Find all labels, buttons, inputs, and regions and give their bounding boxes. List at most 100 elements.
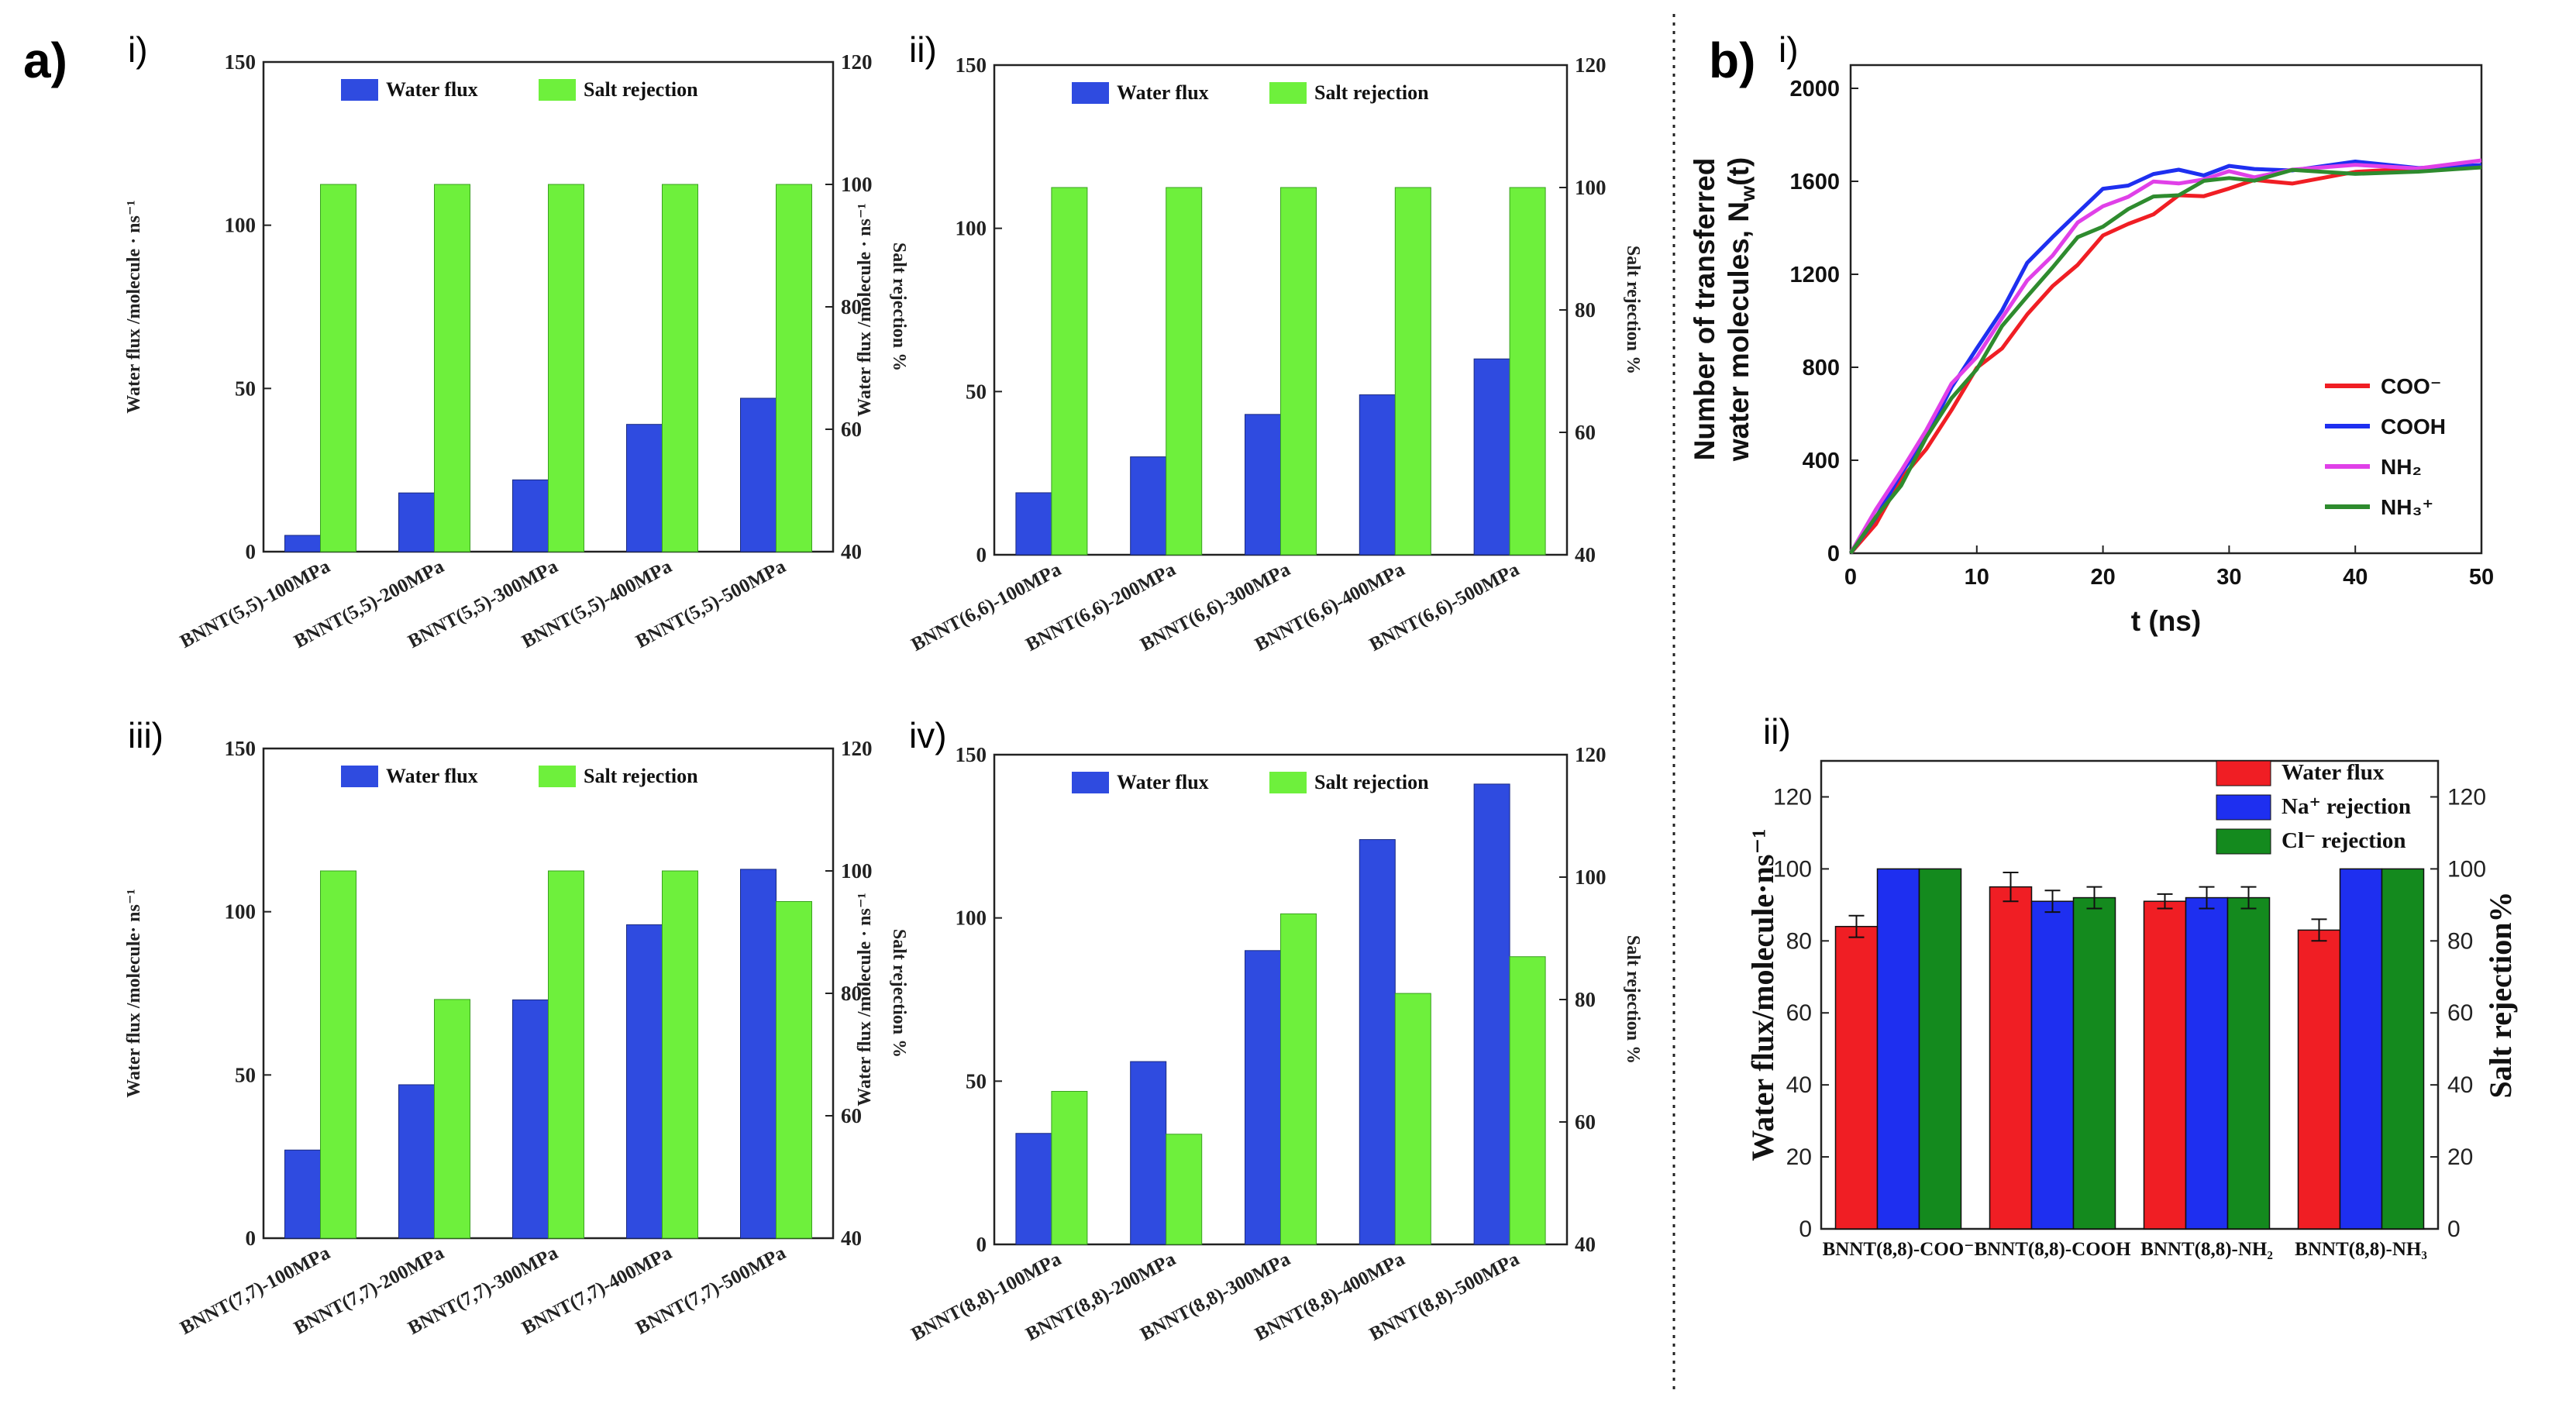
y2-tick-label: 80 (841, 295, 862, 318)
chart-a-iii: iii)BNNT(7,7)-100MPaBNNT(7,7)-200MPaBNNT… (124, 715, 909, 1339)
bar-salt-rejection (1166, 187, 1203, 556)
legend-label-water-flux: Water flux (1117, 81, 1209, 104)
y-tick-label: 120 (1773, 784, 1812, 810)
legend-swatch-salt-rejection (1269, 82, 1307, 104)
y-tick-label: 150 (225, 50, 257, 74)
plot-frame (1849, 64, 2483, 555)
y2-tick-label: 60 (1575, 421, 1596, 444)
y2-tick-label: 0 (2447, 1216, 2461, 1242)
line-series-2 (1848, 158, 2482, 555)
x-tick-label: 50 (2469, 565, 2494, 590)
bar-water-flux (740, 397, 777, 552)
x-tick-label: 40 (2343, 565, 2368, 590)
y-tick-label: 50 (235, 1063, 256, 1086)
bar-water-flux (1130, 1061, 1167, 1245)
bar-salt-rejection (776, 901, 812, 1239)
sublabel: ii) (909, 29, 937, 70)
y-tick-label: 150 (956, 743, 987, 766)
y-tick-label: 150 (225, 737, 257, 760)
legend-swatch-0 (2216, 760, 2271, 786)
bar-salt-rejection (1280, 913, 1317, 1245)
y2-tick-label: 120 (1575, 743, 1607, 766)
y-axis-label: Water flux /molecule · ns⁻¹ (855, 203, 875, 416)
y-axis-label: Water flux /molecule · ns⁻¹ (124, 200, 144, 413)
chart-a-i: i)BNNT(5,5)-100MPaBNNT(5,5)-200MPaBNNT(5… (124, 29, 909, 652)
legend-label-1: Na⁺ rejection (2282, 794, 2411, 819)
y-tick-label: 60 (1786, 1000, 1812, 1026)
bar-salt-rejection (1166, 1134, 1203, 1245)
line-series-3 (1848, 165, 2482, 555)
bar-water-flux (626, 424, 663, 552)
legend-swatch-water-flux (1072, 82, 1109, 104)
charts-layer: i)BNNT(5,5)-100MPaBNNT(5,5)-200MPaBNNT(5… (124, 29, 2518, 1345)
y-tick-label: 2000 (1789, 77, 1840, 102)
bar-water-flux (398, 1084, 435, 1239)
y-tick-label: 50 (966, 1069, 987, 1093)
y2-axis-label: Salt rejection % (1623, 935, 1643, 1064)
chart-b-ii: ii) BNNT(8,8)-COO⁻ BNNT(8,8)-COOH BNNT(8,8)… (1745, 711, 2518, 1260)
y2-tick-label: 100 (2447, 856, 2486, 882)
legend-label-water-flux: Water flux (386, 78, 478, 101)
y2-tick-label: 40 (1575, 1233, 1596, 1256)
bar-salt-rejection (1509, 956, 1546, 1245)
y2-tick-label: 80 (841, 982, 862, 1005)
y2-tick-label: 120 (841, 50, 873, 74)
sublabel: i) (128, 29, 148, 70)
bar-salt-rejection (320, 870, 356, 1239)
plot-frame (1820, 759, 2440, 1230)
bar-salt-rejection (776, 184, 812, 552)
y2-tick-label: 100 (841, 173, 873, 196)
y-tick-label: 100 (956, 217, 987, 240)
chart-a-iv: iv)BNNT(8,8)-100MPaBNNT(8,8)-200MPaBNNT(… (855, 715, 1643, 1345)
x-axis-label: t (ns) (2131, 605, 2201, 637)
y2-axis-label: Salt rejection% (2483, 892, 2518, 1099)
legend-label-salt-rejection: Salt rejection (584, 78, 698, 101)
sublabel: iv) (909, 715, 947, 755)
y-tick-label: 0 (246, 540, 257, 563)
legend-swatch-salt-rejection (539, 79, 576, 101)
y-axis-label-line1: Number of transferred (1689, 158, 1720, 461)
bar-na-rejection (2030, 900, 2075, 1230)
y-tick-label: 0 (976, 543, 987, 566)
bar-salt-rejection (548, 184, 584, 552)
bar-salt-rejection (320, 184, 356, 552)
category-label: BNNT(8,8)-COO⁻ (1823, 1239, 1975, 1260)
y-tick-label: 100 (225, 900, 257, 924)
y-tick-label: 800 (1803, 356, 1840, 380)
panel-b-label: b) (1709, 33, 1755, 88)
panel-a-label: a) (23, 33, 67, 88)
legend-label-3: NH₃⁺ (2381, 495, 2433, 519)
bar-cl-rejection (2381, 868, 2425, 1230)
y-axis-label-line2: water molecules, Nw(t) (1723, 157, 1759, 462)
y-axis-label: Water flux /molecule · ns⁻¹ (855, 893, 875, 1106)
bar-water-flux (512, 479, 549, 552)
bar-na-rejection (2185, 896, 2229, 1230)
legend-swatch-2 (2216, 828, 2271, 855)
bar-salt-rejection (1051, 1091, 1088, 1245)
y2-axis-label: Salt rejection % (889, 243, 909, 371)
bar-cl-rejection (1918, 868, 1962, 1230)
y2-tick-label: 60 (841, 1104, 862, 1127)
bar-salt-rejection (1394, 187, 1431, 556)
legend-swatch-salt-rejection (1269, 772, 1307, 793)
bar-salt-rejection (1394, 993, 1431, 1245)
y-tick-label: 0 (976, 1233, 987, 1256)
y-tick-label: 20 (1786, 1144, 1812, 1170)
legend-label-0: COO⁻ (2381, 374, 2442, 398)
y-tick-label: 80 (1786, 928, 1812, 954)
bar-salt-rejection (548, 870, 584, 1239)
bar-salt-rejection (662, 870, 698, 1239)
bar-water-flux (398, 492, 435, 552)
bar-water-flux (1359, 839, 1396, 1245)
x-tick-label: 10 (1965, 565, 1989, 590)
category-label: BNNT(8,8)-NH₂ (2140, 1239, 2273, 1260)
y2-tick-label: 80 (1575, 298, 1596, 322)
y-tick-label: 150 (956, 53, 987, 77)
y-axis-label: Water flux/molecule·ns⁻¹ (1745, 828, 1780, 1161)
legend-swatch-1 (2216, 794, 2271, 821)
y2-tick-label: 120 (1575, 53, 1607, 77)
y-axis-label-tail: (t) (1723, 157, 1755, 186)
bar-na-rejection (1876, 868, 1920, 1230)
sublabel: ii) (1763, 711, 1791, 752)
bar-water-flux (1473, 358, 1510, 556)
